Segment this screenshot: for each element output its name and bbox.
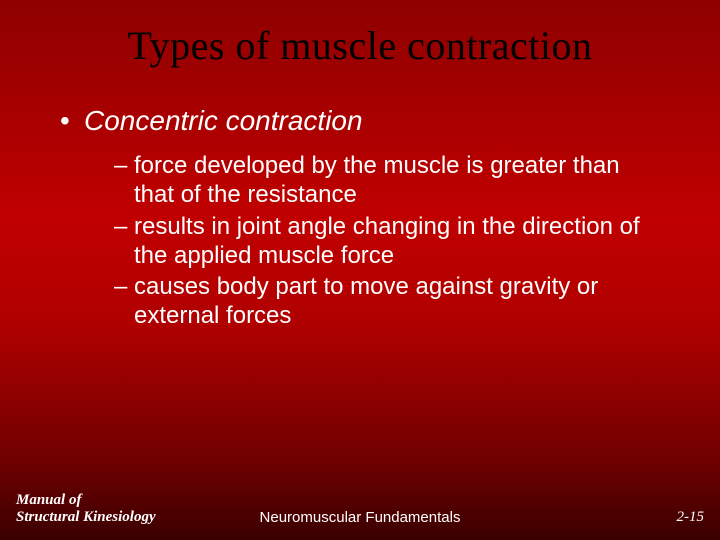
bullet-marker: • <box>60 105 84 137</box>
bullet-item: • Concentric contraction <box>60 105 660 137</box>
slide-content: • Concentric contraction – force develop… <box>0 69 720 331</box>
list-item: – force developed by the muscle is great… <box>114 151 660 210</box>
footer-left-line2: Structural Kinesiology <box>16 509 156 526</box>
footer-center: Neuromuscular Fundamentals <box>260 509 461 526</box>
bullet-text: Concentric contraction <box>84 105 363 137</box>
dash-icon: – <box>114 212 134 241</box>
sub-bullet-text: results in joint angle changing in the d… <box>134 212 660 271</box>
slide-footer: Manual of Structural Kinesiology Neuromu… <box>0 492 720 527</box>
dash-icon: – <box>114 151 134 180</box>
sub-bullet-text: causes body part to move against gravity… <box>134 272 660 331</box>
footer-left-line1: Manual of <box>16 492 156 509</box>
sub-bullet-text: force developed by the muscle is greater… <box>134 151 660 210</box>
list-item: – results in joint angle changing in the… <box>114 212 660 271</box>
footer-page-number: 2-15 <box>677 509 705 526</box>
sub-bullet-list: – force developed by the muscle is great… <box>60 151 660 331</box>
slide-title: Types of muscle contraction <box>0 0 720 69</box>
footer-left: Manual of Structural Kinesiology <box>16 492 156 527</box>
dash-icon: – <box>114 272 134 301</box>
list-item: – causes body part to move against gravi… <box>114 272 660 331</box>
